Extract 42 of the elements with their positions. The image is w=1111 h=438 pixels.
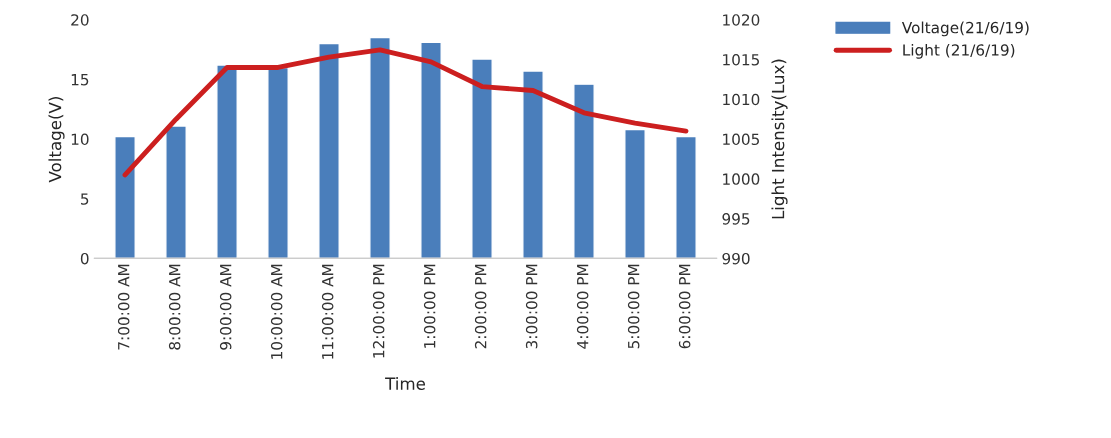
y2-axis-title: Light Intensity(Lux) bbox=[771, 59, 788, 219]
x-axis-title: Time bbox=[385, 377, 426, 390]
y-tick-label: 0 bbox=[80, 252, 89, 265]
y-tick-label: 15 bbox=[71, 74, 89, 86]
bar bbox=[369, 36, 391, 259]
x-tick-label: 12:00:00 PM bbox=[372, 264, 385, 358]
x-tick-label: 8:00:00 AM bbox=[168, 264, 181, 350]
y-axis-title: Voltage(V) bbox=[48, 97, 65, 183]
y2-tick-label: 1000 bbox=[723, 173, 760, 185]
bar bbox=[267, 66, 289, 259]
bar bbox=[114, 135, 136, 259]
y-tick-label: 5 bbox=[81, 193, 89, 205]
bar bbox=[165, 125, 187, 259]
bar bbox=[624, 128, 646, 259]
x-tick-label: 10:00:00 AM bbox=[270, 264, 283, 359]
bar bbox=[216, 64, 238, 259]
y2-tick-label: 1015 bbox=[723, 53, 759, 66]
x-tick-label: 4:00:00 PM bbox=[576, 264, 589, 349]
x-tick-label: 2:00:00 PM bbox=[474, 264, 487, 349]
y-tick-label: 20 bbox=[71, 14, 89, 26]
legend-label: Light (21/6/19) bbox=[903, 43, 1015, 59]
bar bbox=[318, 42, 340, 259]
x-tick-label: 1:00:00 PM bbox=[423, 264, 436, 348]
x-tick-label: 11:00:00 AM bbox=[321, 264, 334, 359]
bar bbox=[471, 58, 493, 259]
y2-tick-label: 1005 bbox=[723, 133, 759, 146]
bar bbox=[522, 70, 544, 259]
x-tick-label: 5:00:00 PM bbox=[627, 264, 640, 349]
y2-tick-label: 990 bbox=[722, 252, 750, 265]
bar bbox=[675, 135, 697, 259]
y2-tick-label: 1020 bbox=[723, 14, 760, 26]
bar bbox=[420, 41, 442, 259]
x-tick-label: 3:00:00 PM bbox=[525, 264, 538, 349]
x-tick-label: 9:00:00 AM bbox=[219, 264, 232, 350]
y2-tick-label: 1010 bbox=[723, 93, 760, 106]
y2-tick-label: 995 bbox=[722, 213, 750, 225]
legend-label: Voltage(21/6/19) bbox=[901, 21, 1029, 37]
x-tick-label: 6:00:00 PM bbox=[678, 264, 691, 349]
y-tick-label: 10 bbox=[71, 133, 89, 146]
x-tick-label: 7:00:00 AM bbox=[117, 264, 130, 350]
line-series bbox=[122, 47, 689, 178]
bar bbox=[573, 83, 595, 259]
